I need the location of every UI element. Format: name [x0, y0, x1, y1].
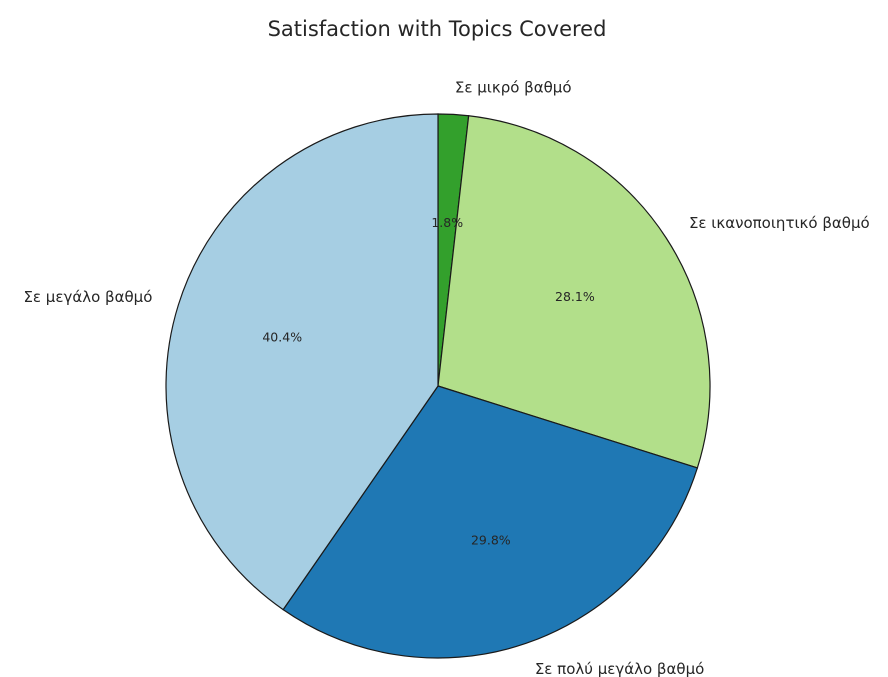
pie-slices — [165, 113, 711, 659]
slice-category-label: Σε πολύ μεγάλο βαθμό — [535, 660, 704, 677]
pie-slice — [282, 385, 699, 659]
slice-category-label: Σε ικανοποιητικό βαθμό — [689, 214, 870, 232]
slice-percentage-label: 1.8% — [431, 215, 463, 230]
pie-slice — [437, 115, 711, 469]
pie-slice — [165, 113, 439, 611]
slice-category-label: Σε μεγάλο βαθμό — [23, 288, 152, 306]
slice-category-label: Σε μικρό βαθμό — [455, 78, 572, 96]
chart-title: Satisfaction with Topics Covered — [268, 17, 607, 41]
slice-percentage-label: 29.8% — [471, 532, 511, 547]
slice-percentage-label: 40.4% — [262, 329, 302, 344]
slice-percentage-label: 28.1% — [555, 289, 595, 304]
pie-labels: 1.8% Σε μικρό βαθμό 28.1% Σε ικανοποιητικό … — [23, 78, 869, 677]
